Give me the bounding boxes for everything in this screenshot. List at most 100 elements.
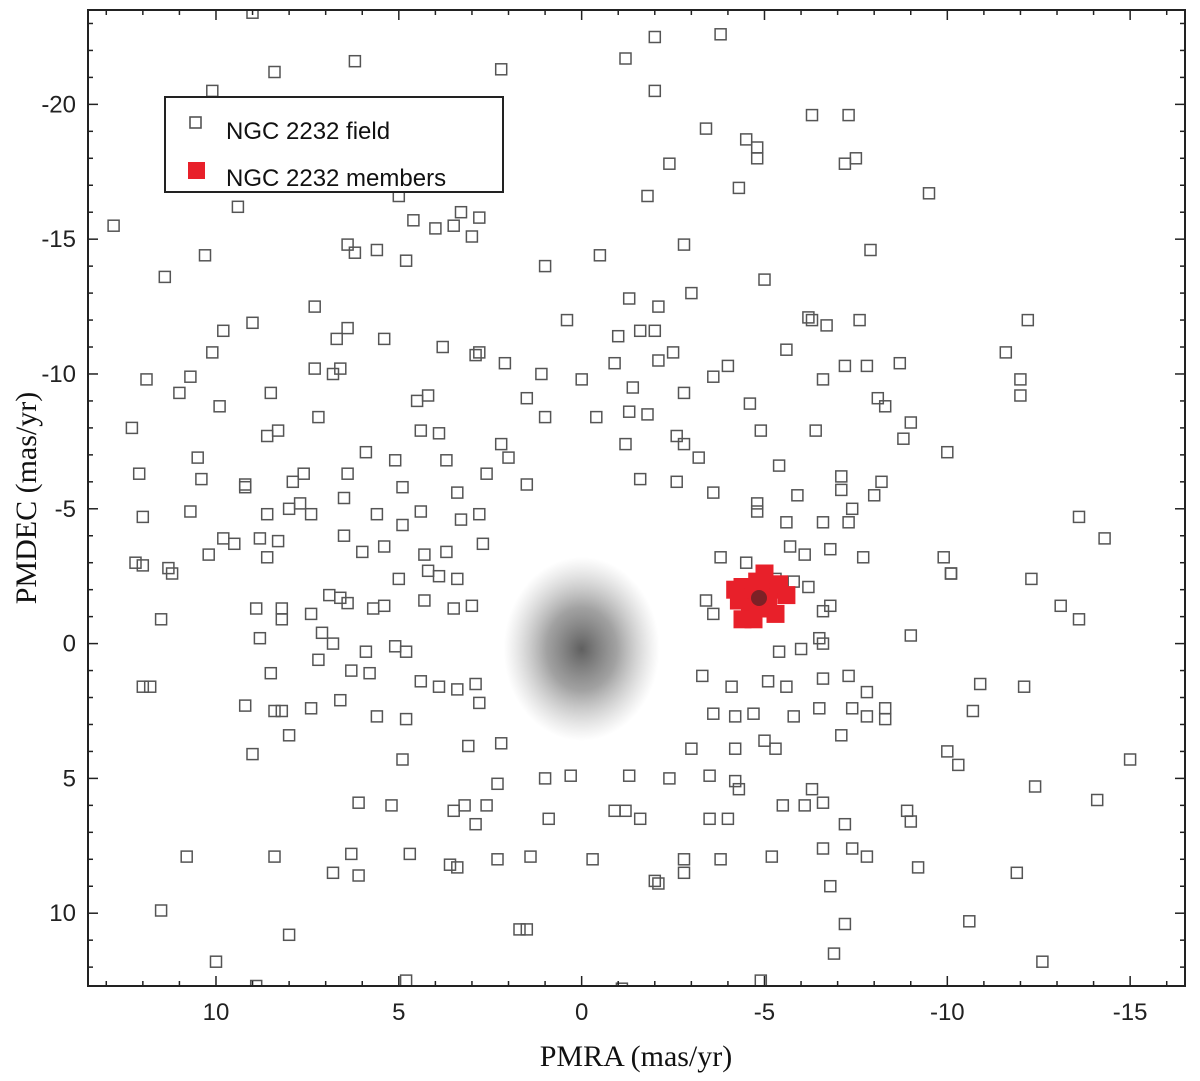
field-point [714, 551, 727, 564]
field-point [780, 516, 793, 529]
field-point [334, 362, 347, 375]
field-point [432, 427, 446, 440]
field-point [615, 982, 629, 986]
field-point [798, 548, 811, 561]
field-point [641, 189, 654, 203]
field-point [791, 489, 804, 502]
field-point [494, 737, 508, 750]
field-point [337, 529, 351, 542]
field-point [875, 475, 888, 489]
field-point [816, 637, 830, 650]
field-point [838, 157, 852, 170]
field-point [626, 381, 640, 394]
field-point [750, 152, 764, 165]
x-tick-label: 10 [203, 999, 230, 1026]
field-point [750, 497, 764, 510]
field-point [739, 556, 753, 569]
field-point [410, 394, 424, 408]
field-point [732, 782, 746, 796]
legend: NGC 2232 field NGC 2232 members [164, 96, 504, 193]
member-point [726, 580, 745, 599]
field-point [963, 915, 976, 928]
field-point [440, 545, 453, 559]
field-point [666, 346, 680, 359]
field-point [275, 613, 289, 626]
field-point [356, 545, 369, 559]
field-point [337, 491, 351, 505]
field-point [249, 602, 263, 615]
y-tick-label: 10 [49, 900, 76, 927]
field-point [440, 454, 453, 467]
y-tick-label: -15 [41, 226, 76, 253]
field-core-density [503, 556, 660, 741]
field-point [359, 645, 373, 658]
member-core [750, 590, 767, 607]
field-point [451, 861, 464, 874]
field-point [293, 497, 307, 510]
field-point [1098, 532, 1111, 545]
field-point [158, 270, 172, 284]
field-point [173, 386, 186, 400]
field-point [648, 30, 662, 44]
field-point [348, 54, 362, 68]
field-point [429, 222, 442, 235]
member-point [755, 564, 774, 583]
x-tick-label: 0 [575, 999, 588, 1026]
field-point [780, 680, 793, 693]
field-point [399, 712, 413, 726]
field-point [377, 599, 391, 613]
field-point [842, 108, 855, 122]
field-point [816, 516, 830, 529]
field-point [352, 796, 365, 809]
field-point [707, 486, 720, 499]
field-point [692, 451, 705, 464]
field-point [129, 556, 142, 569]
field-point [1072, 510, 1086, 524]
field-point [944, 567, 958, 580]
field-point [370, 507, 384, 521]
field-point [952, 758, 965, 772]
field-point [937, 551, 950, 564]
field-point [385, 799, 398, 812]
field-point [264, 386, 278, 400]
field-point [297, 467, 310, 480]
field-point [575, 373, 588, 386]
field-point [842, 669, 855, 683]
field-point [772, 645, 786, 658]
members-series [726, 564, 796, 629]
field-point [999, 346, 1013, 359]
field-point [498, 356, 512, 370]
field-point [465, 599, 479, 613]
field-point [392, 572, 406, 586]
field-point [845, 502, 859, 516]
field-point [480, 467, 493, 480]
x-tick-label: -15 [1113, 999, 1148, 1026]
field-point [860, 710, 874, 723]
field-point [758, 734, 771, 747]
field-point [184, 505, 197, 518]
field-point [677, 386, 691, 400]
field-point [432, 680, 446, 693]
field-point [217, 532, 230, 545]
x-axis-title: PMRA (mas/yr) [540, 1040, 733, 1073]
field-point [641, 408, 654, 421]
field-point [136, 510, 150, 524]
field-point [304, 507, 318, 521]
field-point [304, 702, 318, 715]
field-point [315, 626, 329, 640]
field-point [1025, 572, 1038, 586]
field-point [538, 772, 552, 785]
field-point [396, 753, 409, 766]
field-point [184, 370, 197, 383]
field-point [564, 769, 577, 782]
field-point [260, 507, 274, 521]
field-point [648, 84, 662, 98]
field-point [465, 230, 479, 243]
field-point [728, 710, 742, 723]
field-point [154, 904, 168, 917]
field-point [707, 370, 720, 383]
field-point [308, 300, 321, 313]
field-point [451, 572, 464, 586]
field-point [213, 400, 226, 413]
